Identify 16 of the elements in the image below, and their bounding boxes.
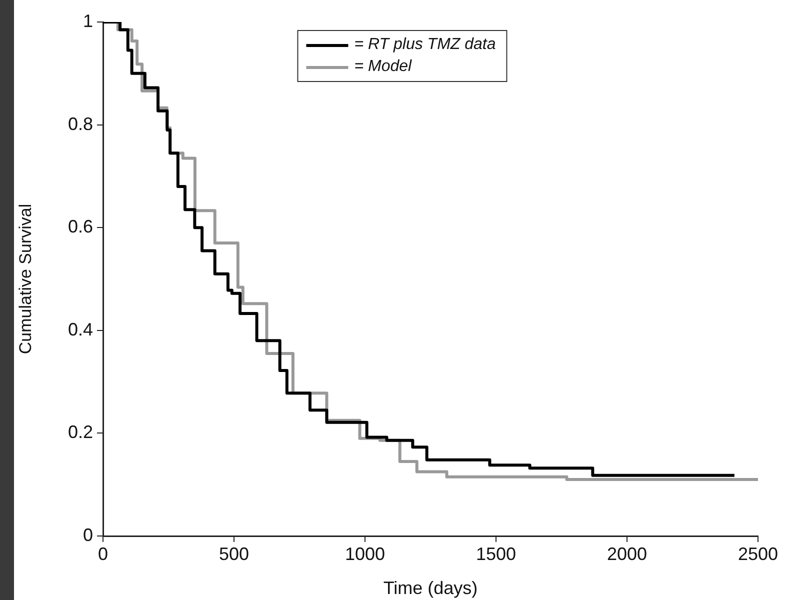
legend-label: = Model [354, 57, 412, 77]
x-tick-label: 2500 [738, 544, 778, 564]
y-axis-title: Cumulative Survival [16, 204, 35, 354]
y-tick-label: 0.2 [68, 422, 93, 442]
x-tick-label: 1500 [476, 544, 516, 564]
x-axis-title: Time (days) [383, 578, 478, 598]
y-tick-label: 0.6 [68, 216, 93, 237]
x-tick-label: 2000 [606, 544, 648, 564]
y-tick-label: 0.4 [68, 319, 93, 340]
y-tick-label: 1 [82, 10, 93, 31]
x-tick-label: 500 [218, 544, 250, 564]
legend-label: = RT plus TMZ data [354, 35, 496, 55]
x-tick-label: 1000 [344, 544, 386, 564]
y-tick-label: 0.8 [68, 114, 93, 134]
y-tick-label: 0 [82, 524, 93, 545]
x-tick-label: 0 [98, 544, 108, 564]
